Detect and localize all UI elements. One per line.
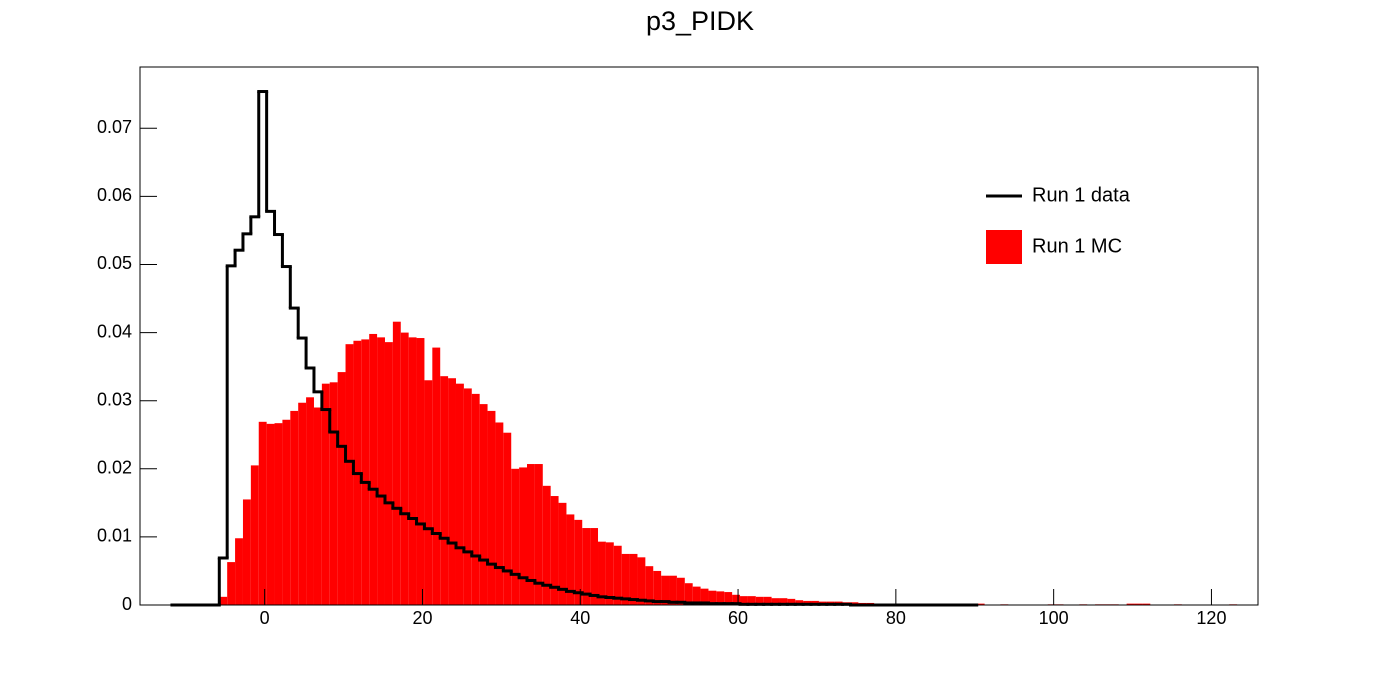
bar bbox=[463, 388, 472, 605]
bar bbox=[408, 337, 417, 605]
legend-label: Run 1 MC bbox=[1032, 235, 1122, 257]
x-tick-label: 80 bbox=[886, 608, 906, 628]
bar bbox=[669, 575, 677, 605]
bar bbox=[771, 598, 780, 605]
bar bbox=[432, 347, 441, 605]
bar bbox=[1142, 603, 1151, 605]
bar bbox=[440, 376, 449, 605]
bar bbox=[258, 421, 267, 605]
bar bbox=[487, 410, 496, 605]
bar bbox=[613, 545, 622, 605]
bar bbox=[235, 538, 243, 605]
bar bbox=[511, 468, 520, 605]
bar bbox=[495, 422, 504, 605]
bar bbox=[740, 596, 748, 605]
bar bbox=[455, 383, 464, 605]
bar bbox=[747, 596, 756, 605]
bar bbox=[329, 382, 338, 605]
bar bbox=[795, 600, 804, 605]
y-tick-label: 0.07 bbox=[97, 117, 132, 137]
bar bbox=[708, 590, 717, 605]
bar bbox=[763, 596, 772, 605]
bar bbox=[621, 553, 630, 605]
bar bbox=[282, 419, 291, 605]
bar bbox=[479, 404, 488, 605]
bar bbox=[416, 338, 425, 605]
bar bbox=[629, 553, 638, 605]
bar bbox=[684, 583, 693, 605]
y-tick-label: 0.03 bbox=[97, 389, 132, 409]
bar bbox=[724, 592, 733, 605]
x-tick-label: 40 bbox=[570, 608, 590, 628]
bar bbox=[313, 407, 322, 605]
x-tick-label: 100 bbox=[1039, 608, 1069, 628]
bar bbox=[227, 562, 236, 605]
bar bbox=[290, 410, 299, 605]
bar bbox=[598, 541, 606, 605]
bar bbox=[345, 344, 354, 605]
bar bbox=[384, 342, 393, 605]
bar bbox=[605, 542, 614, 605]
bar bbox=[274, 423, 283, 605]
bar bbox=[645, 566, 654, 605]
bar bbox=[337, 372, 346, 605]
bar bbox=[582, 528, 591, 605]
bar bbox=[377, 337, 385, 605]
bar bbox=[306, 397, 314, 605]
bar bbox=[392, 321, 401, 605]
bar bbox=[242, 499, 251, 605]
bar bbox=[534, 464, 543, 605]
bar bbox=[542, 485, 551, 605]
plot-frame bbox=[139, 66, 1259, 606]
y-tick-label: 0 bbox=[122, 594, 132, 614]
bar bbox=[503, 432, 512, 605]
bar bbox=[471, 393, 480, 605]
y-tick-label: 0.06 bbox=[97, 185, 132, 205]
bar bbox=[692, 586, 701, 605]
bar bbox=[519, 467, 527, 605]
chart-title: p3_PIDK bbox=[646, 6, 754, 36]
bar bbox=[590, 528, 599, 605]
y-tick-label: 0.01 bbox=[97, 526, 132, 546]
x-tick-label: 0 bbox=[260, 608, 270, 628]
bar bbox=[1126, 603, 1135, 605]
bar bbox=[550, 496, 559, 605]
bar bbox=[558, 502, 567, 605]
bar bbox=[976, 603, 985, 605]
bar bbox=[779, 598, 788, 605]
y-tick-label: 0.02 bbox=[97, 458, 132, 478]
bar bbox=[527, 464, 535, 605]
bar bbox=[732, 594, 741, 605]
bar bbox=[676, 577, 685, 605]
y-tick-label: 0.05 bbox=[97, 253, 132, 273]
bar bbox=[369, 333, 378, 605]
bar bbox=[250, 465, 259, 605]
x-tick-label: 120 bbox=[1196, 608, 1226, 628]
bar bbox=[298, 402, 307, 605]
bar bbox=[574, 519, 583, 605]
bar bbox=[266, 423, 275, 605]
bar bbox=[424, 380, 433, 605]
x-tick-label: 60 bbox=[728, 608, 748, 628]
bar bbox=[566, 514, 575, 605]
bar bbox=[321, 383, 330, 605]
bar bbox=[1134, 603, 1143, 605]
bar bbox=[716, 591, 725, 605]
bar bbox=[400, 332, 409, 605]
x-tick-label: 20 bbox=[412, 608, 432, 628]
y-tick-label: 0.04 bbox=[97, 321, 132, 341]
bar bbox=[637, 557, 646, 605]
bar bbox=[661, 575, 670, 605]
bar bbox=[219, 596, 228, 605]
bar bbox=[787, 598, 796, 605]
bar bbox=[361, 339, 370, 605]
bar bbox=[700, 588, 709, 605]
legend-swatch bbox=[986, 230, 1022, 264]
bar bbox=[448, 378, 456, 605]
bar bbox=[653, 570, 662, 605]
legend-label: Run 1 data bbox=[1032, 184, 1131, 206]
bar bbox=[755, 596, 764, 605]
